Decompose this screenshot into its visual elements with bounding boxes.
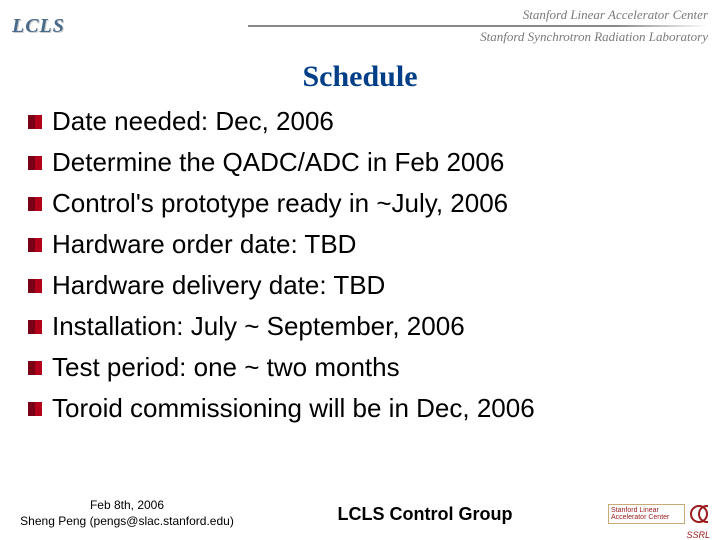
bullet-text: Hardware delivery date: TBD — [52, 270, 385, 301]
slide-footer: Feb 8th, 2006 Sheng Peng (pengs@slac.sta… — [0, 496, 720, 532]
bullet-icon — [28, 361, 42, 375]
header-lab-line1: Stanford Linear Accelerator Center — [523, 7, 708, 23]
bullet-text: Determine the QADC/ADC in Feb 2006 — [52, 147, 504, 178]
footer-date: Feb 8th, 2006 — [12, 498, 242, 514]
header-divider — [248, 25, 708, 27]
list-item: Toroid commissioning will be in Dec, 200… — [28, 393, 692, 424]
stanford-badge: Stanford Linear Accelerator Center — [608, 504, 685, 524]
bullet-text: Test period: one ~ two months — [52, 352, 400, 383]
lcls-logo-block: LCLS — [12, 15, 65, 38]
bullet-icon — [28, 238, 42, 252]
header-lab-line2: Stanford Synchrotron Radiation Laborator… — [480, 29, 708, 45]
bullet-icon — [28, 156, 42, 170]
bullet-text: Installation: July ~ September, 2006 — [52, 311, 465, 342]
list-item: Installation: July ~ September, 2006 — [28, 311, 692, 342]
list-item: Hardware order date: TBD — [28, 229, 692, 260]
bullet-text: Hardware order date: TBD — [52, 229, 356, 260]
footer-right-block: Stanford Linear Accelerator Center — [608, 496, 708, 532]
bullet-text: Toroid commissioning will be in Dec, 200… — [52, 393, 535, 424]
list-item: Date needed: Dec, 2006 — [28, 106, 692, 137]
footer-left-block: Feb 8th, 2006 Sheng Peng (pengs@slac.sta… — [12, 498, 242, 529]
list-item: Hardware delivery date: TBD — [28, 270, 692, 301]
bullet-icon — [28, 320, 42, 334]
footer-group-name: LCLS Control Group — [242, 504, 608, 525]
bullet-icon — [28, 402, 42, 416]
ssrl-icon — [689, 500, 708, 528]
bullet-list: Date needed: Dec, 2006 Determine the QAD… — [0, 106, 720, 424]
bullet-icon — [28, 197, 42, 211]
header-right-block: Stanford Linear Accelerator Center Stanf… — [248, 7, 708, 44]
ssrl-label: SSRL — [686, 530, 710, 540]
slide-title: Schedule — [0, 60, 720, 94]
list-item: Test period: one ~ two months — [28, 352, 692, 383]
bullet-icon — [28, 279, 42, 293]
bullet-text: Control's prototype ready in ~July, 2006 — [52, 188, 508, 219]
list-item: Determine the QADC/ADC in Feb 2006 — [28, 147, 692, 178]
lcls-logo-text: LCLS — [12, 15, 65, 38]
list-item: Control's prototype ready in ~July, 2006 — [28, 188, 692, 219]
footer-author: Sheng Peng (pengs@slac.stanford.edu) — [12, 514, 242, 530]
bullet-text: Date needed: Dec, 2006 — [52, 106, 334, 137]
slide-header: LCLS Stanford Linear Accelerator Center … — [0, 0, 720, 48]
bullet-icon — [28, 115, 42, 129]
